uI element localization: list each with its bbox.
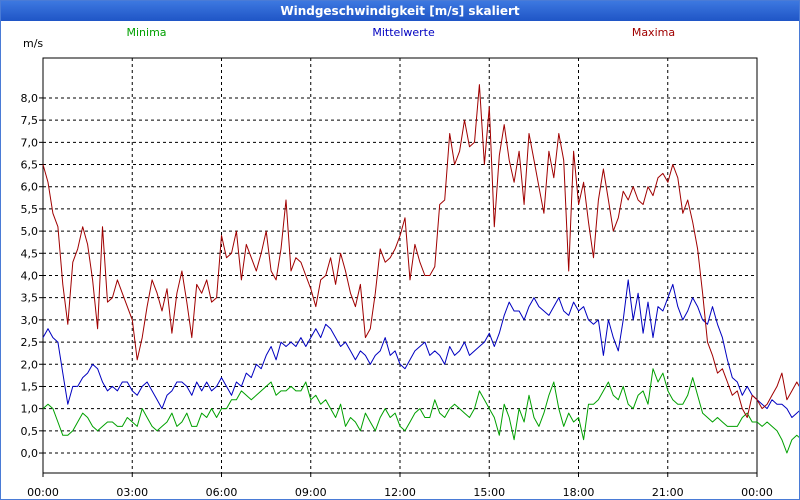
x-tick-time-label: 15:00 bbox=[473, 486, 505, 499]
x-tick-time-label: 12:00 bbox=[384, 486, 416, 499]
plot-area bbox=[42, 57, 758, 474]
y-tick-label: 4,0 bbox=[21, 269, 39, 282]
y-tick-label: 2,0 bbox=[21, 358, 39, 371]
window-title: Windgeschwindigkeit [m/s] skaliert bbox=[1, 1, 799, 21]
y-tick-label: 5,5 bbox=[21, 203, 39, 216]
y-tick-label: 5,0 bbox=[21, 225, 39, 238]
y-tick-label: 1,5 bbox=[21, 380, 39, 393]
y-tick-label: 3,5 bbox=[21, 292, 39, 305]
y-tick-label: 8,0 bbox=[21, 92, 39, 105]
y-tick-label: 0,5 bbox=[21, 425, 39, 438]
y-tick-label: 7,0 bbox=[21, 136, 39, 149]
legend-entry-maxima: Maxima bbox=[632, 26, 675, 39]
y-tick-label: 1,0 bbox=[21, 403, 39, 416]
x-tick-time-label: 18:00 bbox=[563, 486, 595, 499]
y-axis-label: m/s bbox=[23, 37, 43, 50]
x-tick-time-label: 09:00 bbox=[295, 486, 327, 499]
y-tick-label: 0,0 bbox=[21, 447, 39, 460]
wind-speed-chart: 0,0 0,5 1,0 1,5 2,0 2,5 3,0 3,5 4,0 4,5 5,0 5,5 6,0 6… bbox=[21, 26, 799, 499]
y-tick-label: 7,5 bbox=[21, 114, 39, 127]
y-tick-label: 3,0 bbox=[21, 314, 39, 327]
x-tick-time-label: 03:00 bbox=[116, 486, 148, 499]
x-tick-time-label: 06:00 bbox=[206, 486, 238, 499]
series-line-mittelwerte bbox=[42, 279, 799, 418]
series-line-minima bbox=[42, 368, 799, 454]
y-tick-label: 6,5 bbox=[21, 159, 39, 172]
x-tick-time-label: 00:00 bbox=[741, 486, 773, 499]
legend-entry-minima: Minima bbox=[127, 26, 167, 39]
x-tick-time-label: 21:00 bbox=[652, 486, 684, 499]
y-tick-label: 2,5 bbox=[21, 336, 39, 349]
legend-entry-mittelwerte: Mittelwerte bbox=[372, 26, 435, 39]
series-line-maxima bbox=[42, 84, 799, 418]
x-tick-time-label: 00:00 bbox=[27, 486, 59, 499]
y-tick-label: 6,0 bbox=[21, 181, 39, 194]
y-tick-label: 4,5 bbox=[21, 247, 39, 260]
